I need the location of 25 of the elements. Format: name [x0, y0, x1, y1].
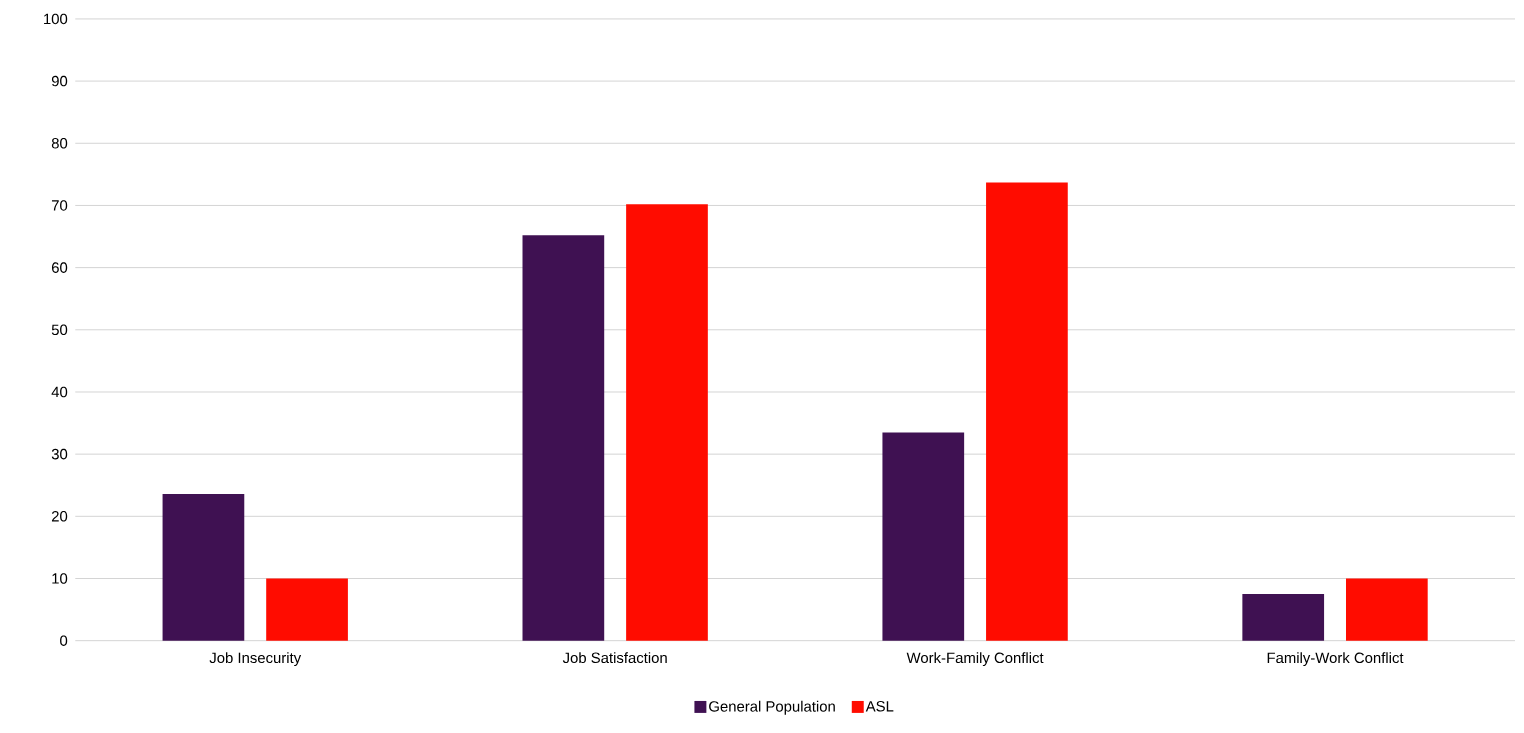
x-tick-label: Job Satisfaction [562, 651, 667, 663]
bar [986, 182, 1068, 641]
y-tick-label: 10 [52, 573, 68, 584]
bar [1346, 578, 1428, 641]
x-tick-label: Work-Family Conflict [906, 651, 1044, 666]
y-tick-label: 40 [51, 386, 68, 398]
x-tick-label: Family-Work Conflict [1267, 651, 1404, 666]
legend-label: ASL [865, 700, 894, 712]
y-tick-label: 30 [51, 448, 68, 460]
y-tick-label: 90 [51, 75, 68, 87]
bar [522, 235, 605, 641]
bar [626, 204, 708, 641]
bar [162, 493, 245, 641]
legend-label: General Population [709, 700, 835, 715]
y-tick-label: 100 [44, 13, 68, 25]
bar [1242, 593, 1325, 641]
x-tick-label: Job Insecurity [209, 651, 302, 666]
y-tick-label: 70 [51, 200, 68, 211]
y-tick-label: 60 [51, 262, 68, 273]
bar [266, 578, 348, 641]
y-tick-label: 50 [51, 324, 68, 335]
y-tick-label: 0 [60, 635, 68, 646]
bar [882, 432, 965, 641]
y-tick-label: 80 [51, 137, 68, 149]
y-tick-label: 20 [51, 510, 68, 522]
